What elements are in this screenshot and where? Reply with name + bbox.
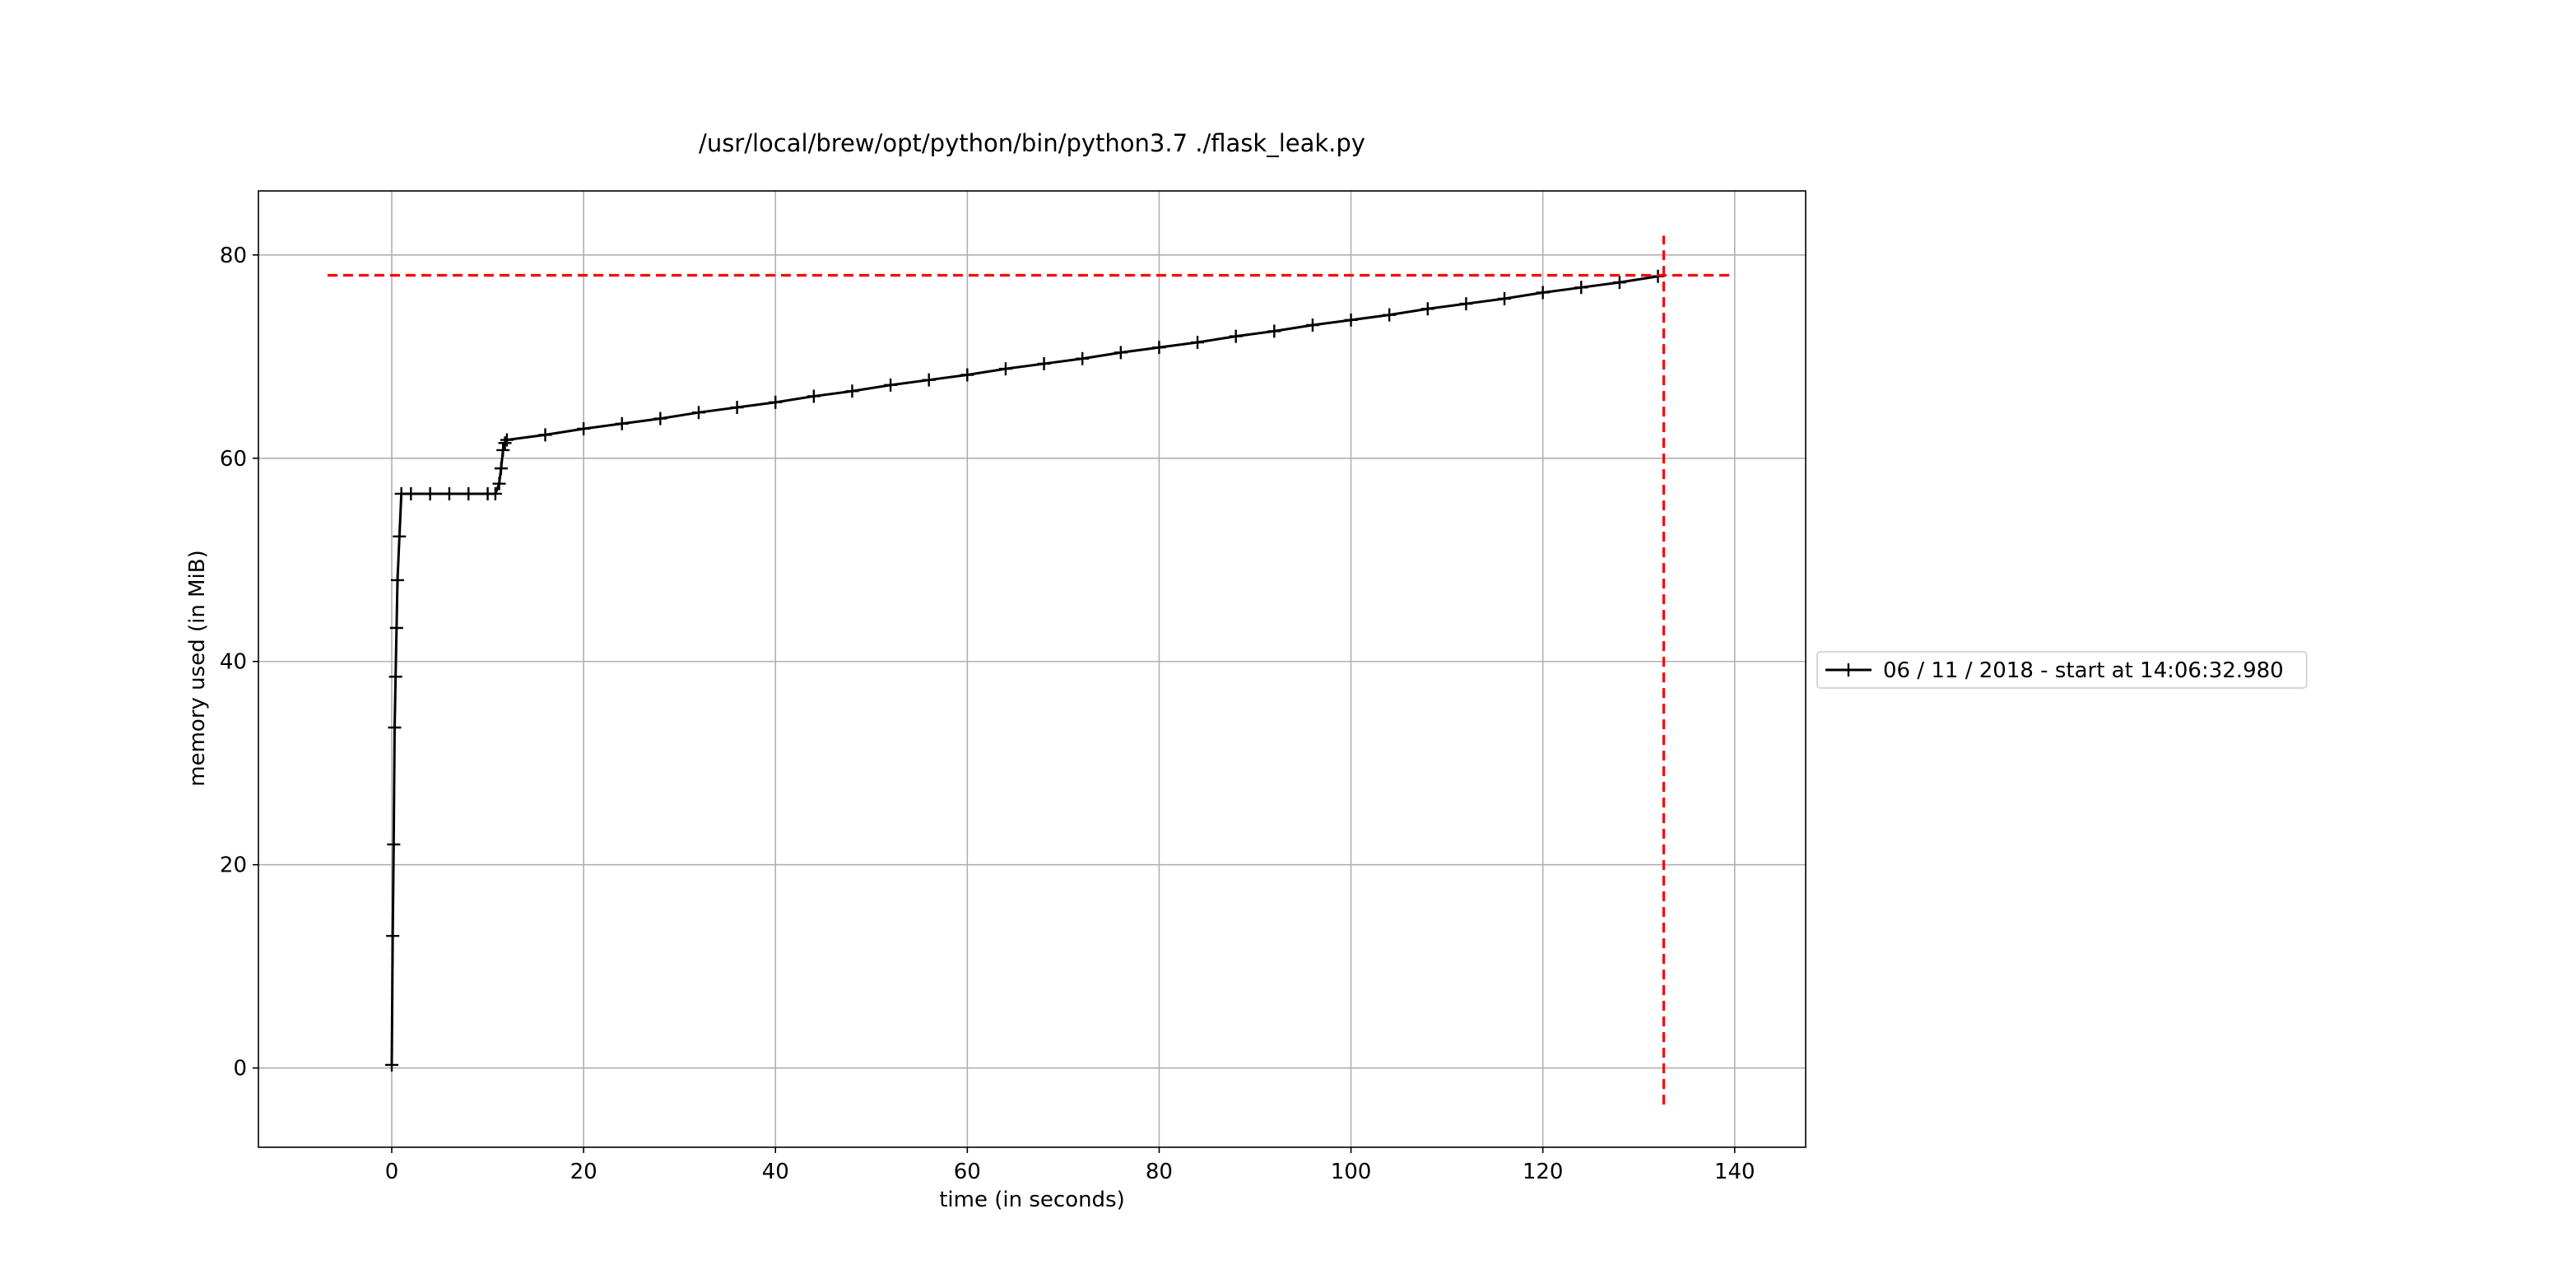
x-tick-label: 20 — [570, 1160, 598, 1184]
x-tick-label: 100 — [1331, 1160, 1372, 1184]
data-point — [388, 670, 402, 684]
x-tick-label: 80 — [1146, 1160, 1173, 1184]
data-point — [391, 573, 405, 587]
data-point — [884, 378, 898, 392]
data-point — [1574, 281, 1588, 295]
data-point — [500, 433, 514, 447]
data-point — [1305, 318, 1319, 332]
data-point — [496, 443, 510, 457]
data-point — [653, 411, 667, 425]
data-point — [922, 373, 936, 387]
data-point — [691, 406, 705, 420]
x-axis-label: time (in seconds) — [939, 1188, 1125, 1212]
data-point — [1229, 329, 1243, 343]
data-point — [1076, 351, 1090, 365]
data-point — [538, 428, 552, 442]
data-point — [1383, 308, 1397, 322]
data-point — [1191, 335, 1205, 349]
data-point — [1037, 356, 1051, 370]
data-point — [1459, 297, 1473, 311]
y-tick-label: 0 — [233, 1057, 247, 1081]
data-point — [1114, 346, 1128, 360]
data-point — [393, 529, 407, 543]
data-point — [1267, 324, 1281, 338]
legend-label: 06 / 11 / 2018 - start at 14:06:32.980 — [1883, 658, 2284, 683]
data-point — [998, 362, 1012, 376]
data-point — [1498, 291, 1512, 305]
data-point — [730, 401, 744, 415]
y-tick-label: 80 — [220, 244, 247, 268]
x-tick-label: 40 — [762, 1160, 789, 1184]
y-tick-label: 20 — [220, 853, 247, 878]
plot-frame — [258, 190, 1806, 1148]
x-tick-label: 60 — [954, 1160, 981, 1184]
data-point — [492, 477, 506, 491]
data-point — [494, 462, 508, 476]
data-point — [1536, 286, 1550, 300]
legend-box — [1816, 651, 2308, 689]
data-point — [577, 421, 591, 435]
data-point — [1344, 313, 1358, 327]
data-point — [387, 838, 401, 852]
y-tick-label: 40 — [220, 650, 247, 675]
data-point — [462, 486, 476, 500]
data-point — [615, 416, 629, 430]
x-tick-label: 0 — [385, 1160, 399, 1184]
data-point — [960, 368, 974, 382]
data-point — [1421, 302, 1434, 316]
data-point — [845, 384, 859, 398]
x-tick-label: 120 — [1523, 1160, 1564, 1184]
data-point — [389, 621, 403, 635]
data-point — [769, 395, 783, 409]
data-point — [423, 486, 437, 500]
y-tick-label: 60 — [220, 447, 247, 472]
data-point — [498, 436, 512, 450]
data-point — [386, 929, 400, 943]
data-point — [385, 1058, 399, 1072]
data-point — [488, 486, 502, 500]
chart-title: /usr/local/brew/opt/python/bin/python3.7… — [699, 129, 1365, 157]
legend-marker — [1842, 663, 1855, 677]
data-point — [1612, 276, 1626, 290]
data-point — [807, 389, 821, 403]
data-point — [404, 486, 418, 500]
x-tick-label: 140 — [1714, 1160, 1755, 1184]
data-point — [388, 721, 402, 735]
legend: 06 / 11 / 2018 - start at 14:06:32.980 — [1816, 651, 2308, 689]
data-point — [442, 486, 456, 500]
y-axis-label: memory used (in MiB) — [185, 550, 210, 786]
data-point — [1152, 341, 1166, 355]
